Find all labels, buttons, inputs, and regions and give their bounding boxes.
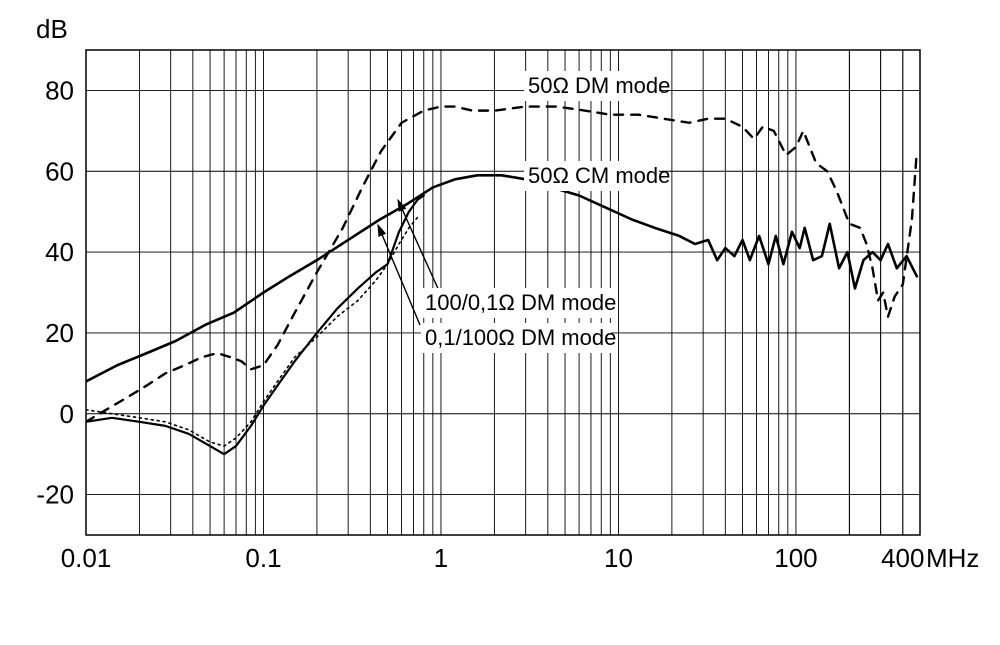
series-label-dm50: 50Ω DM mode	[528, 73, 670, 98]
svg-text:60: 60	[45, 156, 74, 186]
svg-text:-20: -20	[36, 480, 74, 510]
svg-text:0.01: 0.01	[61, 543, 112, 573]
svg-text:400: 400	[881, 543, 924, 573]
chart-svg: -20 0 20 40 60 80 dB 0.01 0.1 1 10 100 400MHz 50Ω DM …	[0, 0, 1000, 645]
svg-text:10: 10	[604, 543, 633, 573]
series-label-dm_01_100: 0,1/100Ω DM mode	[425, 325, 616, 350]
svg-text:0.1: 0.1	[245, 543, 281, 573]
svg-text:100: 100	[774, 543, 817, 573]
series-label-cm50: 50Ω CM mode	[528, 163, 670, 188]
svg-text:1: 1	[434, 543, 448, 573]
attenuation-chart: -20 0 20 40 60 80 dB 0.01 0.1 1 10 100 400MHz 50Ω DM …	[0, 0, 1000, 645]
series-label-dm_100_01: 100/0,1Ω DM mode	[425, 290, 616, 315]
svg-text:0: 0	[60, 399, 74, 429]
svg-text:MHz: MHz	[926, 543, 979, 573]
svg-text:80: 80	[45, 75, 74, 105]
svg-text:20: 20	[45, 318, 74, 348]
svg-text:40: 40	[45, 237, 74, 267]
svg-text:dB: dB	[36, 14, 68, 44]
